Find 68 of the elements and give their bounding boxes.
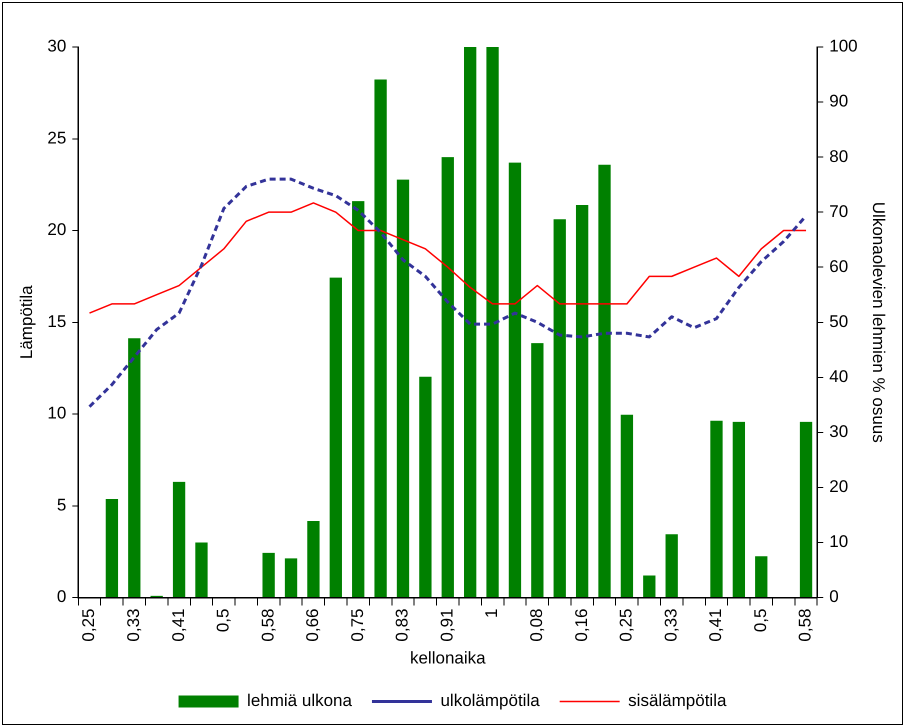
y2-tick-label: 20	[829, 477, 848, 496]
y2-tick-label: 30	[829, 422, 848, 442]
bar	[800, 422, 812, 598]
y-tick-label: 30	[47, 36, 66, 56]
legend-label: lehmiä ulkona	[247, 691, 352, 710]
x-tick-label: 0,33	[124, 608, 143, 642]
y-tick-label: 15	[47, 312, 66, 331]
bar	[598, 164, 611, 598]
bar	[396, 180, 410, 598]
x-tick-label: 0,41	[706, 608, 726, 642]
y-tick-label: 0	[56, 587, 66, 606]
bar	[374, 79, 387, 598]
bar	[620, 414, 634, 598]
bar	[106, 498, 118, 598]
x-tick-label: 0,83	[392, 608, 412, 642]
bar	[643, 575, 656, 598]
y2-tick-label: 90	[829, 92, 848, 111]
y-axis-title: Lämpötila	[16, 284, 36, 360]
bar	[508, 162, 522, 598]
y2-axis-title: Ulkonaolevien lehmien % osuus	[869, 202, 888, 443]
bar	[732, 422, 746, 598]
bar	[352, 201, 364, 598]
y2-tick-label: 0	[829, 587, 839, 606]
bar	[666, 534, 678, 598]
bar	[262, 552, 275, 598]
x-tick-label: 0,41	[168, 608, 188, 642]
bar	[284, 558, 298, 598]
bar	[576, 205, 588, 598]
y-tick-label: 20	[47, 220, 66, 240]
bar	[307, 520, 320, 598]
bar	[755, 556, 768, 598]
bar	[128, 338, 140, 598]
y2-tick-label: 10	[829, 532, 848, 552]
y2-tick-label: 80	[829, 146, 848, 166]
bar	[554, 219, 566, 598]
x-tick-label: 0,08	[527, 608, 546, 642]
bar	[195, 542, 208, 598]
x-tick-label: 0,75	[348, 608, 367, 642]
bar	[172, 482, 186, 598]
x-tick-label: 0,5	[214, 608, 233, 632]
x-tick-label: 0,16	[572, 608, 591, 642]
bar	[486, 47, 499, 598]
bar	[710, 420, 723, 598]
x-tick-label: 0,5	[750, 608, 770, 632]
y-tick-label: 25	[47, 128, 66, 148]
y2-tick-label: 60	[829, 256, 848, 276]
bar	[531, 343, 544, 598]
y-tick-label: 5	[56, 495, 66, 514]
x-tick-label: 0,25	[616, 608, 636, 642]
y2-tick-label: 70	[829, 202, 848, 221]
bar	[419, 376, 432, 598]
y-tick-label: 10	[47, 404, 66, 423]
y2-tick-label: 100	[829, 36, 858, 56]
x-tick-label: 0,33	[661, 608, 680, 642]
bar	[464, 47, 476, 598]
x-tick-label: 1	[482, 608, 502, 618]
bar	[330, 278, 342, 598]
y2-tick-label: 40	[829, 366, 848, 386]
x-tick-label: 0,66	[303, 608, 322, 642]
x-tick-label: 0,58	[258, 608, 278, 642]
x-tick-label: 0,25	[79, 608, 98, 642]
x-axis-title: kellonaika	[410, 648, 486, 668]
legend-label: ulkolämpötila	[440, 691, 540, 710]
bar	[442, 157, 454, 598]
y2-tick-label: 50	[829, 312, 848, 331]
legend-label: sisälämpötila	[628, 691, 727, 710]
x-tick-label: 0,91	[437, 608, 456, 642]
x-tick-label: 0,58	[796, 608, 815, 642]
